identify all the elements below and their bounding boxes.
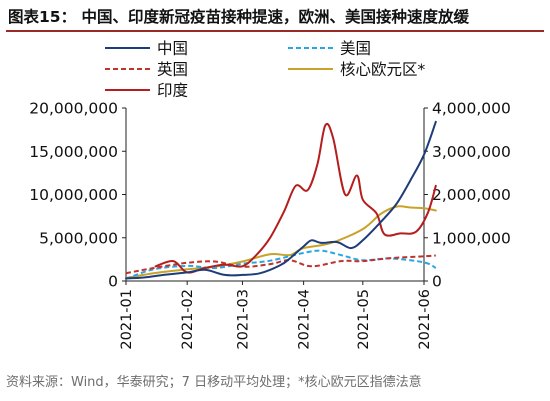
series-line-1 [125,249,437,280]
right-tick-label: 4,000,000 [432,100,511,118]
legend-label-2: 英国 [157,61,188,79]
x-tick-label: 2021-06 [417,289,433,350]
legend-label-1: 美国 [340,40,371,58]
right-tick-label: 3,000,000 [432,143,511,161]
left-tick-label: 10,000,000 [29,186,118,204]
x-tick-label: 2021-02 [180,289,196,350]
right-tick-label: 0 [432,273,442,291]
x-tick-label: 2021-05 [356,289,372,350]
left-tick-label: 15,000,000 [29,143,118,161]
legend-label-4: 印度 [157,82,188,100]
right-tick-label: 2,000,000 [432,186,511,204]
legend-label-0: 中国 [157,40,188,58]
series-line-3 [125,205,437,279]
figure-source: 资料来源：Wind，华泰研究；7 日移动平均处理；*核心欧元区指德法意 [6,375,422,390]
figure-title: 图表15： 中国、印度新冠疫苗接种提速，欧洲、美国接种速度放缓 [8,8,469,26]
right-tick-label: 1,000,000 [432,229,511,247]
legend-label-3: 核心欧元区* [340,61,426,79]
title-rule [6,30,544,32]
left-tick-label: 5,000,000 [39,229,118,247]
series-line-2 [125,254,436,275]
series-lines [125,120,437,280]
left-tick-label: 0 [108,273,118,291]
x-tick-label: 2021-04 [297,289,313,350]
series-line-0 [125,120,437,280]
series-line-4 [154,122,437,274]
chart-axes: 0 5,000,000 10,000,000 15,000,000 20,000,000… [29,100,511,350]
x-tick-label: 2021-03 [235,289,251,350]
x-tick-label: 2021-01 [119,289,135,350]
left-tick-label: 20,000,000 [29,100,118,118]
